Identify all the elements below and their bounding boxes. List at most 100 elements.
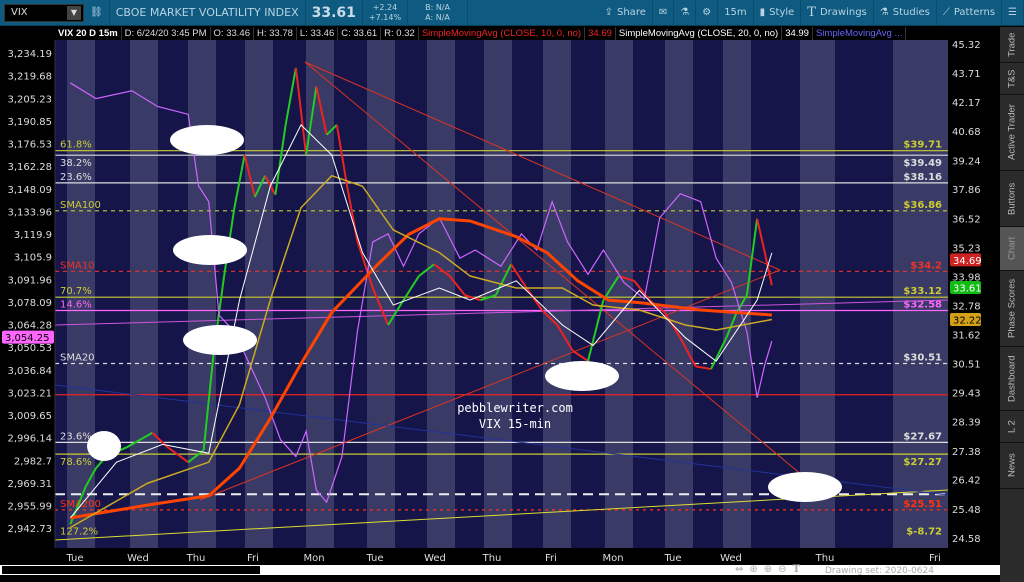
sidebar-tab-chart[interactable]: Chart bbox=[1000, 227, 1024, 271]
watermark-label: VIX 15-min bbox=[478, 417, 552, 431]
sma100-line bbox=[70, 174, 772, 529]
right-axis-tick: 33.98 bbox=[952, 273, 981, 284]
scrollbar-thumb[interactable] bbox=[2, 566, 260, 574]
price-level-label: $32.58 bbox=[903, 299, 942, 310]
vix-price-segment bbox=[480, 294, 497, 302]
bar-low: L: 33.46 bbox=[297, 27, 339, 40]
x-axis-tick: Thu bbox=[815, 553, 835, 564]
price-level-label: $39.71 bbox=[903, 140, 942, 151]
net-change: +2.24 bbox=[372, 2, 398, 12]
flask-icon: ⚗ bbox=[680, 7, 690, 18]
symbol-description: CBOE MARKET VOLATILITY INDEX bbox=[110, 0, 306, 26]
menu-button[interactable]: ☰ bbox=[1002, 0, 1024, 26]
x-axis-tick: Tue bbox=[365, 553, 383, 564]
crosshair-icon[interactable]: ⊕ bbox=[749, 564, 758, 575]
price-bubble bbox=[950, 312, 981, 326]
vix-price-segment bbox=[274, 124, 287, 195]
sma20-line bbox=[69, 124, 773, 519]
last-price: 33.61 bbox=[306, 0, 363, 26]
sidebar-tab-trade[interactable]: Trade bbox=[1000, 27, 1024, 63]
trend-line bbox=[54, 299, 949, 326]
left-axis-tick: 3,119.9 bbox=[14, 230, 52, 241]
vix-price-segment bbox=[541, 309, 558, 326]
right-axis-tick: 32.78 bbox=[952, 302, 981, 313]
study-sma20[interactable]: SimpleMovingAvg (CLOSE, 20, 0, no) bbox=[616, 27, 783, 40]
left-axis-tick: 3,162.28 bbox=[7, 162, 52, 173]
bar-close: C: 33.61 bbox=[338, 27, 382, 40]
settings-button[interactable]: ⚙ bbox=[696, 0, 719, 26]
vix-price-segment bbox=[525, 287, 543, 311]
vix-price-segment bbox=[735, 294, 748, 313]
chart-settings[interactable]: VIX 20 D 15m bbox=[55, 27, 122, 40]
sidebar-tab-t-s[interactable]: T&S bbox=[1000, 63, 1024, 95]
symbol-selector[interactable]: VIX ▼ bbox=[4, 3, 84, 22]
study-sma50[interactable]: SimpleMovingAvg ... bbox=[813, 27, 907, 40]
left-axis-tick: 2,969.31 bbox=[7, 479, 52, 490]
chart-info-bar: VIX 20 D 15m D: 6/24/20 3:45 PM O: 33.46… bbox=[0, 27, 1000, 40]
price-bubble-label: 34.69 bbox=[953, 256, 982, 267]
spx-line bbox=[70, 82, 773, 504]
vix-price-segment bbox=[284, 67, 297, 126]
after-hours-band bbox=[893, 40, 948, 548]
vix-price-segment bbox=[141, 431, 153, 440]
x-axis-tick: Fri bbox=[247, 553, 259, 564]
sidebar-tab-active-trader[interactable]: Active Trader bbox=[1000, 95, 1024, 171]
drawings-button[interactable]: T Drawings bbox=[801, 0, 874, 26]
fib-level-label: 127.2% bbox=[60, 526, 98, 537]
sidebar-tab-dashboard[interactable]: Dashboard bbox=[1000, 347, 1024, 411]
price-level-label: $34.2 bbox=[910, 260, 942, 271]
sidebar-tab-phase-scores[interactable]: Phase Scores bbox=[1000, 271, 1024, 347]
vix-price-segment bbox=[356, 240, 374, 289]
study-sma10[interactable]: SimpleMovingAvg (CLOSE, 10, 0, no) bbox=[419, 27, 586, 40]
price-level-label: $27.67 bbox=[903, 431, 942, 442]
vix-price-segment bbox=[433, 263, 451, 277]
study-sma10-value: 34.69 bbox=[585, 27, 616, 40]
price-level-label: $39.49 bbox=[903, 158, 942, 169]
share-button[interactable]: ⇪ Share bbox=[599, 0, 653, 26]
patterns-button[interactable]: ⟋ Patterns bbox=[937, 0, 1003, 26]
link-icon[interactable]: ⛓ bbox=[84, 0, 110, 26]
sidebar-tab-buttons[interactable]: Buttons bbox=[1000, 171, 1024, 227]
left-axis-tick: 3,023.21 bbox=[7, 388, 52, 399]
fib-level-label: SMA10 bbox=[60, 260, 95, 271]
bar-range: R: 0.32 bbox=[381, 27, 419, 40]
left-axis-tick: 3,078.09 bbox=[7, 298, 52, 309]
studies-button[interactable]: ⚗ Studies bbox=[874, 0, 937, 26]
vix-price-segment bbox=[253, 175, 267, 198]
scrollbar-track[interactable] bbox=[0, 565, 1000, 575]
fib-level-label: 23.6% bbox=[60, 431, 92, 442]
zoom-in-icon[interactable]: ⊕ bbox=[763, 564, 773, 575]
chart-plot[interactable]: $39.71 61.8% $39.49 38.2% $38.16 23.6% $36.86 S… bbox=[0, 0, 1000, 565]
right-axis-tick: 45.32 bbox=[952, 40, 981, 51]
vix-price-segment bbox=[243, 154, 256, 198]
left-axis-tick: 3,009.65 bbox=[7, 411, 52, 422]
timeframe-button[interactable]: 15m bbox=[718, 0, 754, 26]
vix-price-segment bbox=[167, 446, 189, 463]
zoom-out-icon[interactable]: ⊖ bbox=[778, 564, 787, 575]
flask-button[interactable]: ⚗ bbox=[674, 0, 697, 26]
text-t-icon[interactable]: T bbox=[792, 564, 801, 575]
x-axis-tick: Wed bbox=[127, 553, 149, 564]
sma200-line bbox=[70, 217, 772, 520]
right-axis-tick: 30.51 bbox=[952, 359, 981, 370]
pan-icon[interactable]: ⇔ bbox=[735, 564, 744, 575]
sidebar-tab-news[interactable]: News bbox=[1000, 443, 1024, 489]
trend-line bbox=[304, 61, 781, 271]
left-axis-tick: 3,133.96 bbox=[7, 207, 52, 218]
vix-price-segment bbox=[294, 67, 308, 156]
left-axis-tick: 3,105.9 bbox=[14, 253, 52, 264]
fib-level-label: SMA100 bbox=[60, 200, 101, 211]
right-axis-tick: 43.71 bbox=[952, 69, 981, 80]
drawing-set-selector[interactable]: Drawing set: 2020-0624 bbox=[825, 566, 934, 576]
after-hours-band bbox=[665, 40, 693, 548]
vix-price-segment bbox=[305, 86, 318, 156]
sidebar-tab-l-2[interactable]: L 2 bbox=[1000, 411, 1024, 443]
right-axis-tick: 28.39 bbox=[952, 418, 981, 429]
message-button[interactable]: ✉ bbox=[653, 0, 675, 26]
chevron-down-icon[interactable]: ▼ bbox=[67, 5, 81, 20]
style-button[interactable]: ▮ Style bbox=[754, 0, 802, 26]
right-axis-tick: 31.62 bbox=[952, 331, 981, 342]
left-axis-tick: 3,190.85 bbox=[7, 117, 52, 128]
vix-price-segment bbox=[371, 287, 390, 326]
x-axis-tick: Wed bbox=[720, 553, 742, 564]
